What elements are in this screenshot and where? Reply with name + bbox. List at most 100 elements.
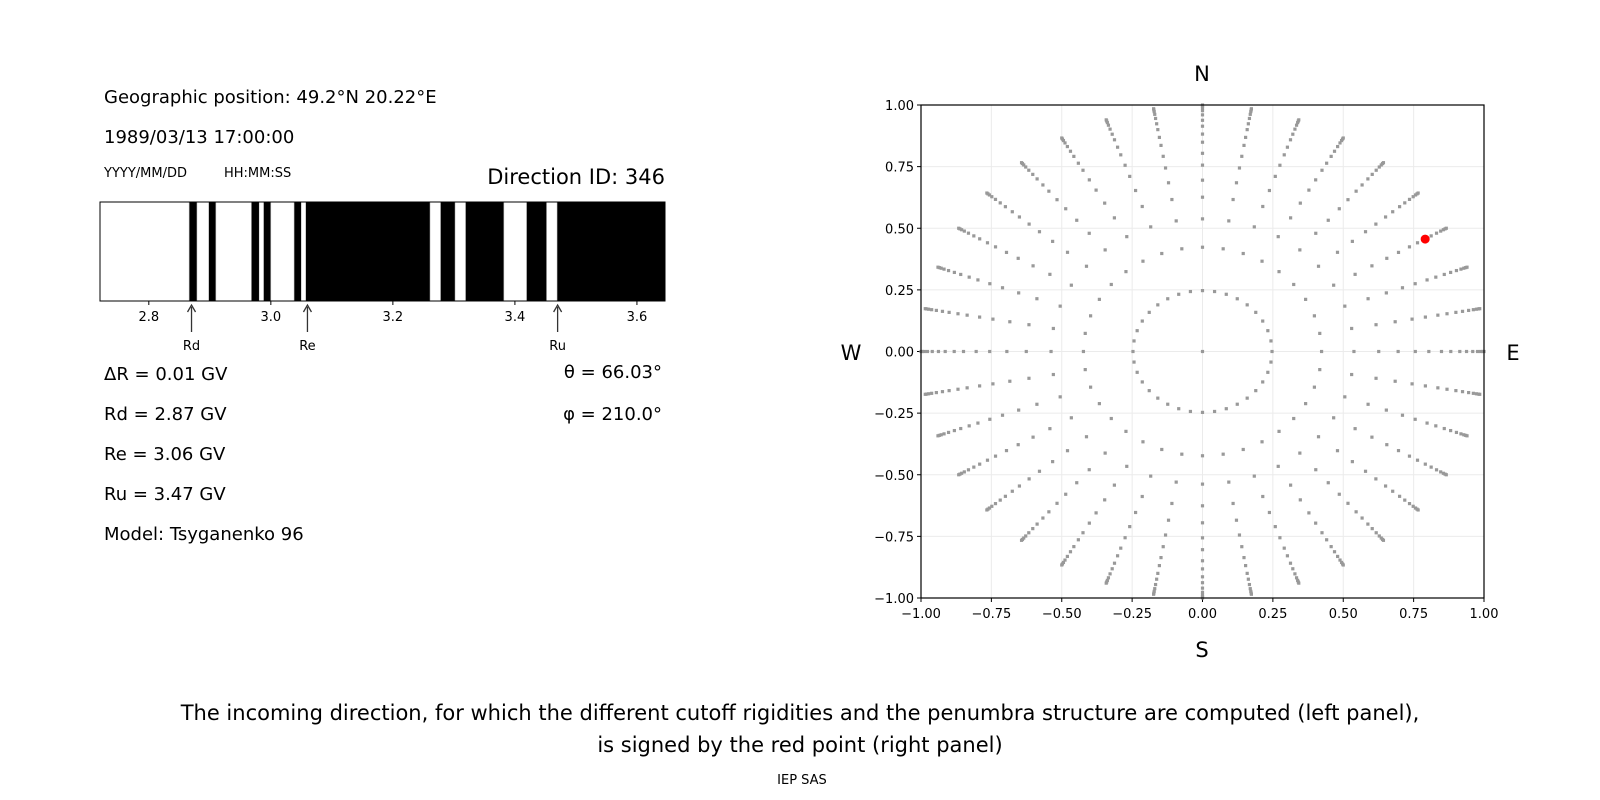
arrow-label-rd: Rd bbox=[183, 339, 200, 354]
direction-grid-point bbox=[1200, 349, 1205, 354]
direction-grid-point bbox=[1267, 188, 1272, 193]
direction-grid-point bbox=[1153, 112, 1157, 116]
direction-grid-point bbox=[1410, 317, 1414, 321]
direction-grid-point bbox=[1277, 270, 1281, 274]
direction-grid-point bbox=[1384, 291, 1388, 295]
direction-grid-point bbox=[1140, 380, 1144, 384]
direction-grid-point bbox=[1261, 204, 1265, 209]
direction-grid-point bbox=[1065, 554, 1069, 559]
direction-grid-point bbox=[1058, 395, 1062, 399]
direction-grid-point bbox=[972, 234, 976, 238]
direction-grid-point bbox=[1292, 416, 1296, 421]
direction-grid-point bbox=[1270, 349, 1274, 354]
direction-grid-point bbox=[991, 317, 995, 321]
direction-grid-point bbox=[1278, 536, 1282, 540]
direction-grid-point bbox=[1180, 247, 1184, 251]
direction-grid-point bbox=[1366, 402, 1370, 406]
direction-grid-point bbox=[1459, 432, 1463, 436]
direction-grid-point bbox=[1200, 217, 1205, 221]
direction-grid-point bbox=[1269, 339, 1273, 343]
direction-grid-point bbox=[1383, 484, 1388, 488]
direction-grid-point bbox=[1261, 380, 1265, 384]
compass-west: W bbox=[841, 341, 862, 365]
direction-grid-point bbox=[1441, 228, 1445, 232]
penumbra-allowed-band bbox=[258, 201, 264, 302]
direction-grid-point bbox=[1326, 218, 1330, 222]
x-tick-label: 2.8 bbox=[138, 310, 159, 325]
direction-grid-point bbox=[1436, 386, 1440, 390]
direction-grid-point bbox=[1296, 121, 1300, 125]
direction-grid-point bbox=[1149, 225, 1153, 229]
direction-grid-point bbox=[1133, 510, 1138, 515]
direction-grid-point bbox=[1087, 231, 1091, 235]
direction-grid-point bbox=[1248, 112, 1252, 116]
direction-grid-point bbox=[1252, 225, 1256, 229]
selected-direction-point bbox=[1420, 234, 1430, 244]
direction-grid-point bbox=[1407, 454, 1412, 458]
direction-grid-point bbox=[1458, 349, 1462, 354]
direction-grid-point bbox=[1269, 360, 1273, 364]
direction-grid-point bbox=[1031, 435, 1035, 439]
direction-grid-point bbox=[1084, 264, 1089, 268]
direction-grid-point bbox=[1035, 522, 1039, 526]
direction-grid-point bbox=[1246, 122, 1250, 126]
direction-grid-point bbox=[1332, 416, 1336, 420]
direction-grid-point bbox=[957, 226, 961, 230]
direction-grid-point bbox=[978, 462, 982, 466]
direction-grid-point bbox=[1249, 592, 1253, 596]
direction-grid-point bbox=[1289, 216, 1293, 220]
direction-grid-point bbox=[1166, 518, 1171, 522]
direction-grid-point bbox=[1425, 278, 1429, 282]
direction-grid-point bbox=[1200, 482, 1205, 486]
direction-grid-point bbox=[1467, 308, 1471, 313]
direction-grid-point bbox=[1200, 521, 1205, 525]
direction-grid-point bbox=[1110, 567, 1114, 571]
direction-grid-point bbox=[1413, 349, 1417, 354]
direction-grid-point bbox=[936, 434, 940, 438]
direction-grid-point bbox=[952, 428, 956, 433]
direction-grid-point bbox=[1266, 329, 1270, 333]
direction-grid-point bbox=[1200, 109, 1205, 113]
direction-grid-point bbox=[1370, 264, 1374, 268]
direction-grid-point bbox=[1140, 204, 1144, 209]
direction-grid-point bbox=[1200, 581, 1205, 585]
x-tick-label: 0.25 bbox=[1258, 607, 1287, 622]
direction-grid-point bbox=[1314, 468, 1318, 472]
direction-grid-point bbox=[1149, 474, 1153, 478]
direction-grid-point bbox=[1076, 538, 1080, 542]
direction-grid-point bbox=[1423, 462, 1427, 466]
direction-grid-point bbox=[1249, 110, 1253, 114]
direction-grid-point bbox=[1374, 168, 1378, 172]
direction-grid-point bbox=[1041, 183, 1045, 187]
direction-grid-point bbox=[1460, 309, 1465, 313]
direction-grid-point bbox=[1060, 136, 1064, 140]
direction-grid-point bbox=[1017, 215, 1022, 219]
arrow-rd-head bbox=[186, 303, 197, 313]
direction-grid-point bbox=[1245, 396, 1249, 400]
direction-grid-point bbox=[1325, 538, 1329, 542]
direction-grid-point bbox=[1261, 494, 1265, 499]
direction-grid-point bbox=[966, 231, 971, 235]
direction-grid-point bbox=[1377, 534, 1381, 538]
direction-grid-point bbox=[936, 265, 940, 269]
direction-grid-point bbox=[1163, 533, 1168, 537]
direction-grid-point bbox=[1285, 145, 1290, 149]
direction-grid-point bbox=[1177, 292, 1181, 296]
direction-grid-point bbox=[1374, 531, 1378, 535]
direction-grid-point bbox=[1261, 319, 1265, 323]
direction-grid-point bbox=[1462, 433, 1466, 437]
direction-grid-point bbox=[962, 470, 966, 474]
direction-grid-point bbox=[1200, 245, 1205, 249]
direction-grid-point bbox=[978, 384, 982, 388]
direction-grid-point bbox=[1200, 575, 1205, 579]
direction-grid-point bbox=[1366, 522, 1370, 526]
direction-grid-point bbox=[1147, 310, 1151, 314]
direction-grid-point bbox=[1325, 161, 1329, 165]
direction-grid-point bbox=[1454, 430, 1459, 435]
direction-grid-point bbox=[1247, 582, 1252, 587]
rd-value: Rd = 2.87 GV bbox=[104, 404, 227, 425]
direction-grid-point bbox=[1400, 413, 1405, 417]
direction-grid-point bbox=[1467, 390, 1471, 395]
direction-grid-point bbox=[1047, 189, 1051, 193]
direction-grid-point bbox=[1104, 581, 1108, 585]
